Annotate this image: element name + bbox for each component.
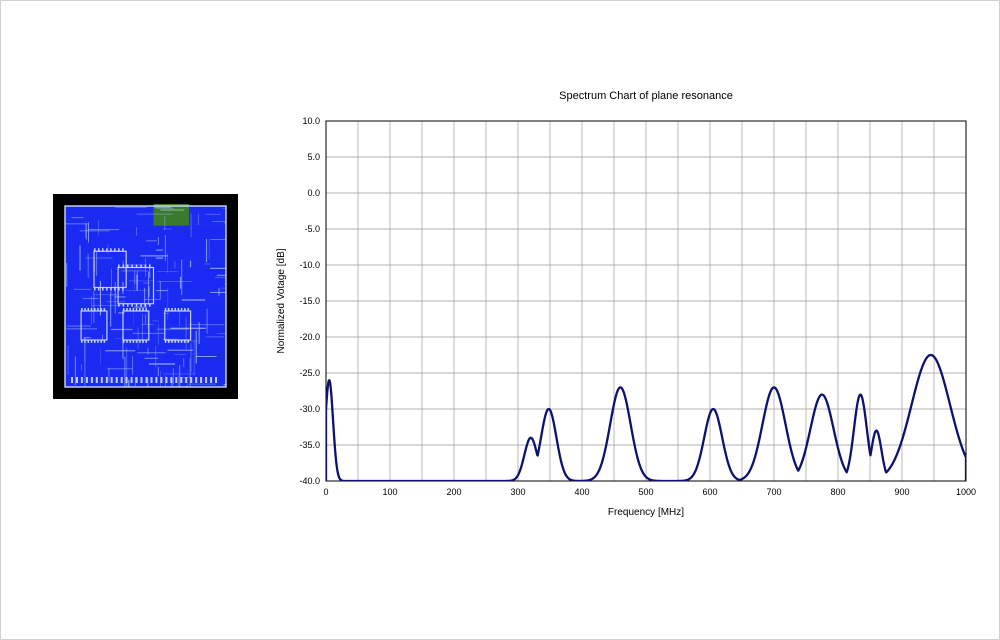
svg-text:10.0: 10.0 bbox=[302, 116, 320, 126]
spectrum-chart: Spectrum Chart of plane resonance 0 100 200… bbox=[266, 81, 982, 541]
svg-text:-20.0: -20.0 bbox=[299, 332, 320, 342]
svg-text:-25.0: -25.0 bbox=[299, 368, 320, 378]
svg-text:-35.0: -35.0 bbox=[299, 440, 320, 450]
svg-text:-5.0: -5.0 bbox=[304, 224, 320, 234]
pcb-thumbnail bbox=[53, 194, 238, 399]
svg-text:900: 900 bbox=[894, 487, 909, 497]
svg-text:0: 0 bbox=[323, 487, 328, 497]
y-axis-label: Normalized Votage [dB] bbox=[276, 248, 287, 353]
svg-text:1000: 1000 bbox=[956, 487, 976, 497]
page-container: Spectrum Chart of plane resonance 0 100 200… bbox=[0, 0, 1000, 640]
svg-text:-40.0: -40.0 bbox=[299, 476, 320, 486]
svg-text:700: 700 bbox=[766, 487, 781, 497]
y-tick-labels: -40.0 -35.0 -30.0 -25.0 -20.0 -15.0 -10.0 -5.0 0… bbox=[299, 116, 320, 486]
svg-text:-30.0: -30.0 bbox=[299, 404, 320, 414]
svg-text:600: 600 bbox=[702, 487, 717, 497]
svg-text:300: 300 bbox=[510, 487, 525, 497]
chart-svg: Spectrum Chart of plane resonance 0 100 200… bbox=[266, 81, 982, 541]
svg-text:200: 200 bbox=[446, 487, 461, 497]
layout: Spectrum Chart of plane resonance 0 100 200… bbox=[1, 1, 999, 639]
svg-text:500: 500 bbox=[638, 487, 653, 497]
svg-text:-15.0: -15.0 bbox=[299, 296, 320, 306]
svg-text:100: 100 bbox=[382, 487, 397, 497]
svg-text:800: 800 bbox=[830, 487, 845, 497]
svg-text:400: 400 bbox=[574, 487, 589, 497]
x-tick-labels: 0 100 200 300 400 500 600 700 800 900 1000 bbox=[323, 487, 976, 497]
pcb-svg bbox=[53, 194, 238, 399]
x-axis-label: Frequency [MHz] bbox=[608, 507, 684, 518]
svg-text:-10.0: -10.0 bbox=[299, 260, 320, 270]
chart-title: Spectrum Chart of plane resonance bbox=[559, 90, 733, 102]
grid bbox=[326, 121, 966, 481]
svg-text:5.0: 5.0 bbox=[307, 152, 320, 162]
svg-text:0.0: 0.0 bbox=[307, 188, 320, 198]
